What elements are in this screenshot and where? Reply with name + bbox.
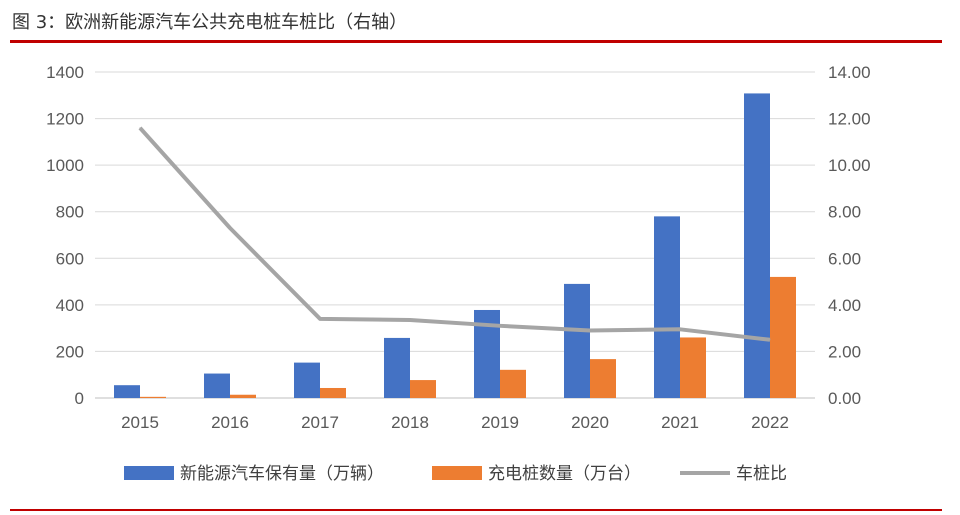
top-rule (10, 40, 942, 43)
bar-ev-stock (204, 373, 230, 398)
bar-ev-stock (654, 216, 680, 398)
bar-ev-stock (744, 93, 770, 399)
y-right-tick-label: 8.00 (828, 203, 861, 222)
y-left-tick-label: 200 (56, 342, 84, 361)
y-right-tick-label: 4.00 (828, 296, 861, 315)
legend-swatch (124, 466, 174, 480)
legend: 新能源汽车保有量（万辆） 充电桩数量（万台） 车桩比 (124, 464, 787, 484)
line-point (499, 325, 501, 327)
x-tick-label: 2019 (481, 413, 519, 432)
x-tick-label: 2022 (751, 413, 789, 432)
bar-charger-count (140, 396, 166, 398)
bar-ev-stock (564, 283, 590, 398)
legend-swatch (432, 466, 482, 480)
y-left-tick-label: 1400 (46, 63, 84, 82)
line-point (769, 339, 771, 341)
x-tick-label: 2018 (391, 413, 429, 432)
y-left-tick-label: 800 (56, 203, 84, 222)
y-right-tick-label: 12.00 (828, 110, 871, 129)
y-right-tick-label: 14.00 (828, 63, 871, 82)
y-left-tick-label: 1200 (46, 110, 84, 129)
legend-label: 新能源汽车保有量（万辆） (180, 464, 384, 484)
series-line-ratio (138, 126, 771, 342)
bar-charger-count (680, 337, 706, 398)
x-tick-label: 2017 (301, 413, 339, 432)
y-axis-right: 0.00 2.00 4.00 6.00 8.00 10.00 12.00 14.00 (828, 63, 871, 408)
legend-label: 充电桩数量（万台） (488, 464, 641, 484)
bar-charger-count (590, 359, 616, 398)
x-tick-label: 2016 (211, 413, 249, 432)
x-tick-label: 2015 (121, 413, 159, 432)
y-left-tick-label: 600 (56, 249, 84, 268)
bar-charger-count (320, 387, 346, 398)
x-tick-label: 2021 (661, 413, 699, 432)
bar-ev-stock (384, 337, 410, 398)
line-point (409, 319, 411, 321)
y-axis-left: 0 200 400 600 800 1000 1200 1400 (46, 63, 84, 408)
line-point (229, 227, 231, 229)
line-point (319, 318, 321, 320)
y-right-tick-label: 6.00 (828, 249, 861, 268)
bar-ev-stock (294, 362, 320, 398)
line-point (679, 328, 681, 330)
x-axis: 2015 2016 2017 2018 2019 2020 2021 2022 (121, 413, 789, 432)
y-left-tick-label: 0 (75, 389, 84, 408)
y-right-tick-label: 2.00 (828, 342, 861, 361)
bar-ev-stock (114, 385, 140, 398)
y-right-tick-label: 0.00 (828, 389, 861, 408)
bar-charger-count (500, 369, 526, 398)
bottom-rule (10, 509, 942, 511)
bars (114, 93, 796, 399)
gridlines (95, 71, 815, 399)
bar-charger-count (770, 276, 796, 398)
line-point (589, 329, 591, 331)
bar-charger-count (410, 380, 436, 398)
bar-charger-count (230, 394, 256, 398)
legend-label: 车桩比 (736, 464, 787, 484)
y-right-tick-label: 10.00 (828, 156, 871, 175)
figure-title: 图 3：欧洲新能源汽车公共充电桩车桩比（右轴） (12, 12, 408, 33)
y-left-tick-label: 400 (56, 296, 84, 315)
line-point (139, 127, 141, 129)
x-tick-label: 2020 (571, 413, 609, 432)
ratio-line (138, 126, 771, 342)
y-left-tick-label: 1000 (46, 156, 84, 175)
